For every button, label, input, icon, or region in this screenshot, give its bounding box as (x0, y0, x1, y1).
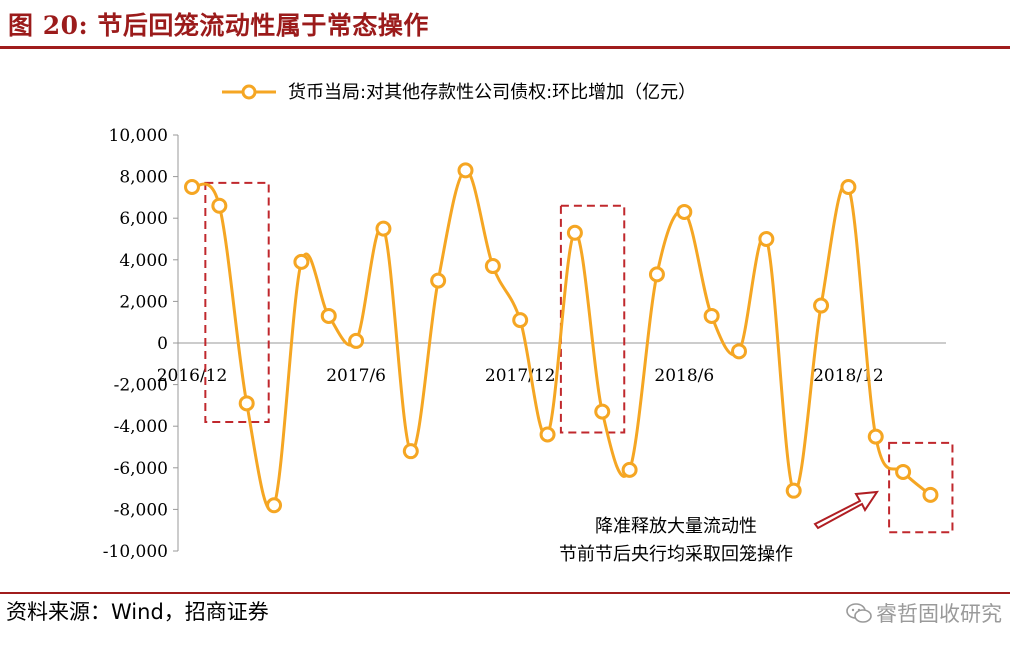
series-layer (184, 162, 939, 514)
data-point (402, 443, 419, 460)
y-tick-label: -8,000 (114, 500, 168, 520)
highlight-box (204, 181, 270, 424)
annotation: 降准释放大量流动性 节前节后央行均采取回笼操作 (559, 490, 879, 565)
data-point (840, 179, 857, 195)
data-point (676, 203, 693, 220)
x-tick-label: 2016/12 (157, 366, 228, 386)
watermark: 睿哲固收研究 (846, 598, 1002, 628)
y-tick-label: 2,000 (119, 292, 168, 312)
data-point (621, 461, 638, 478)
data-point (539, 426, 556, 443)
title-divider (0, 46, 1010, 49)
y-tick-label: -10,000 (103, 542, 168, 562)
x-tick-label: 2017/12 (485, 366, 556, 386)
data-point (430, 272, 447, 289)
y-tick-label: 4,000 (119, 251, 168, 271)
annotation-arrow (813, 490, 879, 530)
annotation-line-1: 降准释放大量流动性 (595, 516, 757, 537)
legend-label: 货币当局:对其他存款性公司债权:环比增加（亿元） (288, 82, 696, 103)
legend: 货币当局:对其他存款性公司债权:环比增加（亿元） (222, 82, 696, 103)
footer-divider (0, 592, 1010, 594)
data-point (266, 497, 283, 514)
data-point (375, 220, 392, 237)
y-tick-label: 6,000 (119, 209, 168, 229)
data-point (484, 258, 501, 275)
data-point (867, 428, 884, 445)
legend-marker (241, 84, 257, 100)
data-point (566, 224, 583, 241)
x-tick-label: 2017/6 (326, 366, 386, 386)
data-point (348, 332, 365, 349)
highlight-box (888, 441, 954, 534)
y-tick-label: -2,000 (114, 376, 168, 396)
data-point (648, 266, 665, 283)
y-tick-label: 10,000 (109, 126, 168, 146)
data-point (238, 395, 255, 412)
source-note: 资料来源：Wind，招商证券 (6, 600, 269, 624)
data-point (785, 482, 802, 499)
data-point (184, 179, 200, 195)
data-point (512, 312, 529, 329)
data-point (895, 463, 912, 480)
data-point (922, 486, 939, 503)
x-tick-label: 2018/6 (654, 366, 714, 386)
highlight-boxes (204, 181, 954, 534)
data-point (320, 307, 337, 324)
data-point (293, 253, 310, 270)
y-tick-label: -6,000 (114, 459, 168, 479)
data-point (731, 343, 747, 360)
figure-title: 图 20: 节后回笼流动性属于常态操作 (8, 11, 429, 40)
data-point (457, 162, 474, 179)
watermark-text: 睿哲固收研究 (876, 602, 1002, 626)
highlight-box (559, 204, 626, 434)
y-tick-label: 0 (157, 334, 168, 354)
wechat-icon (846, 603, 872, 623)
data-point (594, 403, 611, 420)
data-point (758, 231, 775, 247)
line-chart: 货币当局:对其他存款性公司债权:环比增加（亿元） 10,000 8,000 6,00… (103, 82, 954, 565)
axes: 10,000 8,000 6,000 4,000 2,000 0 -2,000 -4,000 -… (103, 126, 946, 562)
y-tick-label: 8,000 (119, 168, 168, 188)
data-point (703, 307, 720, 324)
x-tick-label: 2018/12 (813, 366, 884, 386)
y-tick-label: -4,000 (114, 417, 168, 437)
data-point (813, 297, 830, 314)
annotation-line-2: 节前节后央行均采取回笼操作 (559, 544, 793, 565)
series-line (191, 168, 932, 512)
data-point (211, 197, 228, 214)
